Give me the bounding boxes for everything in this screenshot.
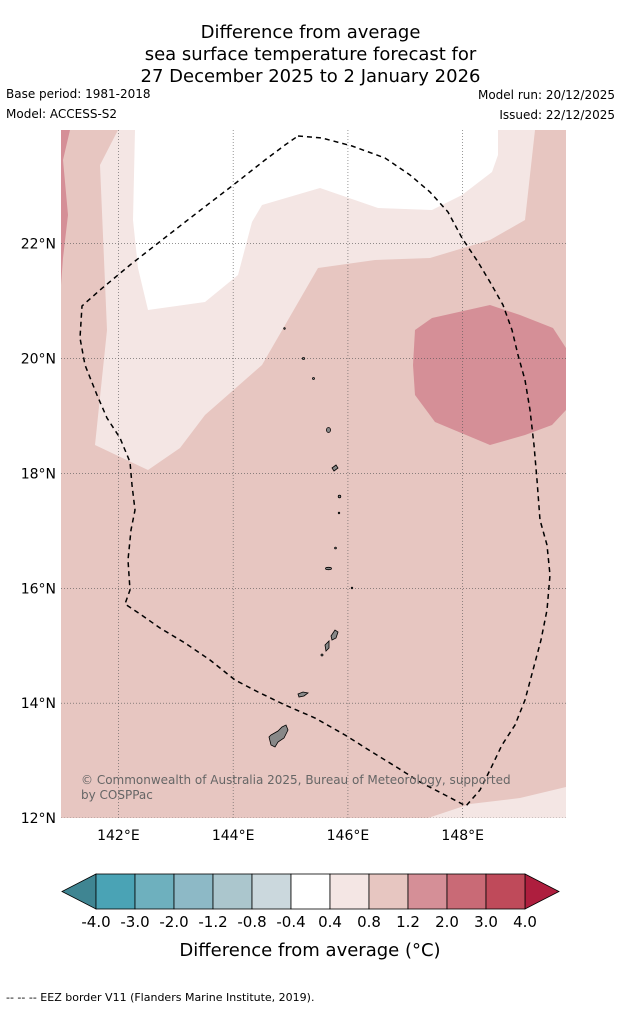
- credit-line-1: © Commonwealth of Australia 2025, Bureau…: [81, 773, 511, 787]
- chart-title: Difference from average sea surface temp…: [0, 22, 621, 88]
- colorbar-swatch: [368, 873, 409, 910]
- eez-border: [79, 135, 551, 807]
- latitude-tick-labels: 12°N 14°N 16°N 18°N 20°N 22°N: [21, 237, 56, 827]
- lat-tick-label: 18°N: [21, 466, 56, 482]
- colorbar-tick-label: -0.8: [237, 913, 266, 931]
- lon-tick-label: 144°E: [212, 828, 255, 844]
- issued-date: Issued: 22/12/2025: [499, 108, 615, 122]
- island-rota: [297, 691, 309, 698]
- colorbar-swatch: [485, 873, 526, 910]
- colorbar-swatch: [407, 873, 448, 910]
- colorbar-tick-label: 2.0: [435, 913, 459, 931]
- title-line-1: Difference from average: [200, 22, 421, 43]
- island-uracas: [283, 327, 286, 330]
- colorbar-swatch: [329, 873, 370, 910]
- colorbar-tick-label: -1.2: [198, 913, 227, 931]
- island-tinian: [324, 640, 330, 652]
- islands: [268, 327, 354, 748]
- colorbar-swatch: [134, 873, 175, 910]
- anomaly-region-near-zero: [133, 130, 498, 310]
- colorbar-tick-label: -3.0: [120, 913, 149, 931]
- colorbar-swatch: [173, 873, 214, 910]
- colorbar-tick-label: -4.0: [81, 913, 110, 931]
- lat-tick-label: 22°N: [21, 237, 56, 253]
- island-guguan: [337, 511, 341, 515]
- colorbar-tick-label: 0.8: [357, 913, 381, 931]
- lat-tick-label: 12°N: [21, 811, 56, 827]
- island-agrihan: [326, 427, 331, 433]
- colorbar-tick-label: -2.0: [159, 913, 188, 931]
- colorbar-title: Difference from average (°C): [179, 940, 440, 961]
- colorbar-swatch: [95, 873, 136, 910]
- lat-tick-label: 16°N: [21, 581, 56, 597]
- credit-line-2: by COSPPac: [81, 788, 153, 802]
- island-anatahan: [325, 566, 332, 571]
- island-asuncion: [312, 377, 315, 380]
- colorbar-tick-label: 4.0: [513, 913, 537, 931]
- lat-tick-label: 14°N: [21, 696, 56, 712]
- title-line-3: 27 December 2025 to 2 January 2026: [140, 66, 481, 87]
- longitude-tick-labels: 142°E 144°E 146°E 148°E: [97, 828, 484, 844]
- lat-tick-label: 20°N: [21, 352, 56, 368]
- colorbar-tick-label: 3.0: [474, 913, 498, 931]
- colorbar-swatch: [446, 873, 487, 910]
- lon-tick-label: 146°E: [327, 828, 370, 844]
- island-alamagan: [337, 494, 342, 499]
- island-farallon-de-medinilla: [350, 586, 354, 590]
- colorbar-tick-label: 1.2: [396, 913, 420, 931]
- colorbar-extend-min: [61, 873, 97, 910]
- colorbar: -4.0 -3.0 -2.0 -1.2 -0.8 -0.4 0.4 0.8 1.2 2.0 3.0 4…: [61, 873, 560, 931]
- island-pagan: [331, 464, 339, 472]
- colorbar-extend-max: [524, 873, 560, 910]
- model-name: Model: ACCESS-S2: [6, 107, 118, 121]
- lon-tick-label: 148°E: [441, 828, 484, 844]
- anomaly-region-edge-warm: [61, 130, 70, 285]
- gridlines: [61, 130, 566, 818]
- sst-anomaly-map: © Commonwealth of Australia 2025, Bureau…: [61, 130, 566, 818]
- colorbar-swatch: [251, 873, 292, 910]
- anomaly-region-warm: [413, 305, 566, 445]
- eez-border-legend: -- -- -- EEZ border V11 (Flanders Marine…: [6, 991, 315, 1004]
- model-run: Model run: 20/12/2025: [477, 88, 615, 102]
- colorbar-swatch: [290, 873, 331, 910]
- title-line-2: sea surface temperature forecast for: [144, 44, 477, 65]
- island-saipan: [330, 629, 339, 641]
- colorbar-tick-label: 0.4: [318, 913, 342, 931]
- anomaly-region-light-corner: [428, 787, 566, 818]
- lon-tick-label: 142°E: [97, 828, 140, 844]
- island-maug: [301, 357, 306, 360]
- colorbar-tick-label: -0.4: [276, 913, 305, 931]
- island-sarigan: [334, 546, 337, 550]
- island-guam: [268, 724, 289, 748]
- island-aguijan: [320, 653, 324, 657]
- base-period: Base period: 1981-2018: [6, 87, 151, 101]
- colorbar-swatch: [212, 873, 253, 910]
